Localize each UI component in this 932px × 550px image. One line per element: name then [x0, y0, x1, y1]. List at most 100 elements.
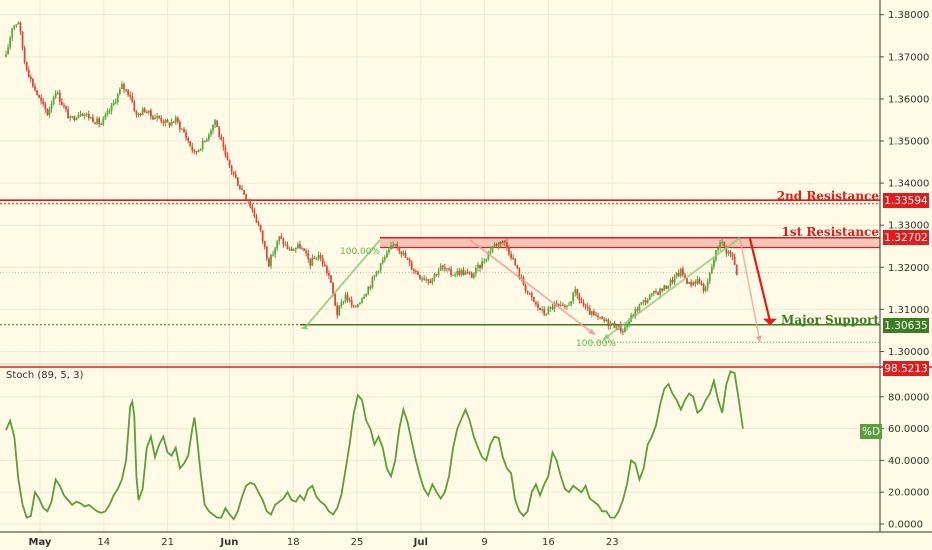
time-tick-label: 16: [542, 537, 555, 548]
candle-body: [363, 296, 366, 299]
candle-body: [67, 109, 69, 119]
candle-body: [178, 122, 181, 130]
candle-body: [307, 253, 310, 260]
price-tick-label: 1.37000: [888, 52, 929, 63]
candle-body: [127, 89, 130, 96]
candle-body: [603, 319, 606, 321]
candle-body: [692, 282, 695, 286]
candle-body: [42, 101, 45, 104]
stoch-tick-label: 40.0000: [888, 456, 929, 467]
candle-body: [441, 265, 444, 268]
candle-body: [249, 201, 252, 207]
candle-body: [526, 291, 529, 293]
candle-body: [477, 264, 479, 269]
candle-body: [38, 94, 41, 98]
candle-body: [102, 118, 105, 125]
candle-body: [13, 25, 16, 29]
candle-body: [582, 302, 585, 306]
candle-body: [443, 267, 446, 270]
candle-body: [719, 242, 722, 248]
candle-body: [187, 137, 190, 142]
candle-body: [487, 252, 490, 260]
candle-body: [199, 149, 202, 151]
candle-body: [572, 292, 575, 302]
candle-body: [696, 279, 699, 284]
stoch-tick-label: 60.0000: [888, 424, 929, 435]
candle-body: [661, 288, 664, 291]
candle-body: [495, 244, 498, 246]
candle-body: [601, 316, 604, 320]
stoch-current-value: 98.5213: [884, 363, 927, 375]
candle-body: [23, 48, 26, 63]
candle-body: [659, 288, 662, 295]
candle-body: [168, 122, 171, 126]
candle-body: [371, 277, 374, 288]
candle-body: [679, 268, 682, 276]
candle-body: [154, 117, 156, 120]
candle-body: [352, 305, 355, 307]
candle-body: [274, 248, 276, 255]
candle-body: [315, 258, 318, 260]
candle-body: [69, 116, 72, 119]
candle-body: [634, 309, 637, 317]
candle-body: [290, 248, 293, 251]
harmonic-leg-bc: [602, 237, 741, 341]
harmonic-leg-bc-head: [603, 333, 610, 340]
candle-body: [493, 244, 496, 247]
stoch-tick-label: 20.0000: [888, 488, 929, 499]
candle-body: [292, 249, 295, 251]
candle-body: [276, 241, 279, 249]
candle-body: [263, 241, 266, 247]
candle-body: [46, 109, 49, 116]
candle-body: [700, 283, 703, 285]
candle-body: [210, 130, 212, 135]
candle-body: [342, 301, 345, 303]
candle-body: [160, 117, 163, 122]
candle-body: [108, 111, 111, 113]
candle-body: [301, 248, 303, 250]
candle-body: [541, 308, 544, 311]
candle-body: [559, 304, 562, 306]
time-tick-label: May: [29, 537, 52, 548]
candle-body: [663, 285, 666, 291]
candle-body: [32, 79, 34, 87]
candle-body: [503, 240, 506, 243]
candle-body: [472, 273, 475, 278]
candle-body: [597, 315, 599, 317]
candle-body: [390, 245, 392, 250]
candle-body: [553, 303, 556, 309]
candle-body: [694, 282, 697, 284]
candle-body: [595, 314, 597, 316]
candle-body: [60, 101, 63, 106]
candle-body: [673, 276, 676, 283]
candle-body: [191, 146, 194, 151]
candle-body: [150, 110, 152, 117]
candle-body: [394, 243, 397, 245]
candle-body: [545, 314, 548, 316]
candle-body: [278, 236, 281, 242]
candle-body: [588, 307, 591, 315]
candle-body: [125, 89, 127, 91]
candle-body: [36, 90, 38, 95]
candle-body: [499, 241, 502, 244]
candle-body: [197, 149, 200, 152]
candle-body: [628, 321, 630, 325]
candle-body: [574, 289, 577, 293]
candle-body: [87, 113, 90, 119]
stoch-tick-label: 0.0000: [888, 520, 923, 531]
time-tick-label: 25: [351, 537, 364, 548]
candle-body: [698, 279, 701, 284]
candle-body: [365, 293, 368, 297]
candle-body: [466, 272, 469, 274]
candle-body: [104, 115, 107, 119]
candle-body: [348, 300, 351, 302]
candle-body: [373, 275, 376, 278]
candle-body: [299, 244, 301, 249]
candle-body: [530, 293, 533, 297]
candle-body: [79, 114, 82, 116]
candle-body: [524, 285, 527, 292]
candle-body: [189, 141, 192, 147]
candle-body: [212, 124, 214, 131]
candle-body: [195, 151, 198, 153]
time-tick-label: 14: [97, 537, 110, 548]
